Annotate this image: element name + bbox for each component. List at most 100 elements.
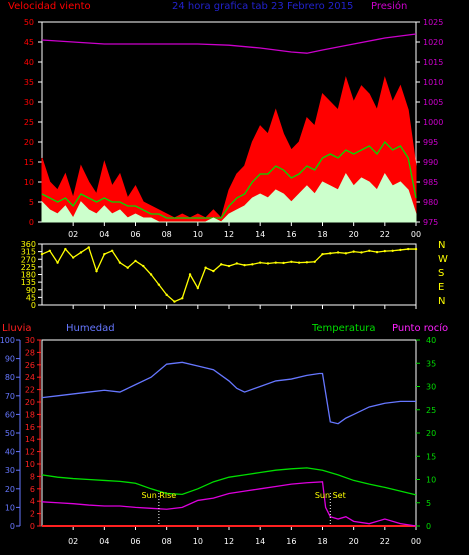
direction-point [344,252,348,255]
direction-point [165,293,168,297]
compass-label: S [438,268,444,279]
left-tick-label: 20 [24,138,34,147]
left-tick-label: 45 [24,38,34,47]
humidity-tick-label: 100 [0,336,15,345]
humidity-temp-frame [41,339,417,527]
x-tick-label: 22 [380,537,390,546]
direction-point [360,251,363,254]
rain-tick-label: 18 [25,410,35,419]
graph-title: 24 hora grafica tab 23 Febrero 2015 [172,1,353,12]
direction-point [142,264,145,268]
left-tick-label: 0 [29,218,34,227]
direction-point [64,247,67,251]
right-tick-label: 980 [423,198,438,207]
direction-point [181,297,184,300]
x-tick-label: 12 [224,230,234,239]
temp-tick-label: 15 [426,452,436,461]
left-tick-label: 40 [24,58,34,67]
humidity-tick-label: 10 [5,503,15,512]
wind-speed-label: Velocidad viento [8,1,91,12]
humidity-tick-label: 0 [10,522,15,531]
x-tick-label: 08 [162,537,172,546]
right-tick-label: 1000 [423,118,443,127]
direction-point [126,266,129,269]
direction-point [336,251,340,254]
x-tick-label: 14 [255,537,265,546]
direction-point [375,250,379,254]
humidity-tick-label: 60 [5,410,15,419]
compass-label: N [438,240,445,251]
x-tick-label: 10 [193,230,203,239]
rain-tick-label: 8 [30,472,35,481]
direction-point [227,264,231,268]
left-tick-label: 5 [29,198,34,207]
temp-tick-label: 25 [426,406,436,415]
direction-point [204,266,207,269]
x-tick-label: 00 [411,537,421,546]
pressure-series [41,33,417,54]
compass-label: W [438,254,448,265]
sunset-label: Sun Set [315,491,346,500]
direction-tick-label: 270 [21,255,36,264]
direction-point [71,256,75,259]
direction-tick-label: 135 [21,278,36,287]
humidity-series [41,361,416,425]
temperature-series [41,467,417,496]
right-tick-label: 1020 [423,38,443,47]
direction-point [258,261,262,264]
x-tick-label: 10 [193,537,203,546]
direction-point [329,252,332,255]
right-tick-label: 1025 [423,18,443,27]
direction-tick-label: 45 [26,293,36,302]
direction-point [399,248,402,252]
pressure-label: Presión [371,0,407,12]
direction-tick-label: 360 [21,240,36,249]
direction-point [188,273,192,276]
direction-point [134,259,137,263]
avg-series [41,140,417,219]
rain-tick-label: 26 [25,361,35,370]
rain-tick-label: 14 [25,435,35,444]
right-tick-label: 985 [423,178,438,187]
sunrise-label: Sun Rise [142,491,177,500]
rain-tick-label: 4 [30,497,35,506]
direction-point [56,261,59,264]
wind-direction-frame [41,243,417,306]
direction-point [87,246,90,249]
right-tick-label: 1010 [423,78,443,87]
direction-point [40,252,44,256]
direction-point [48,249,51,252]
humidity-tick-label: 50 [5,429,15,438]
rain-tick-label: 0 [30,522,35,531]
direction-point [243,263,246,267]
direction-point [212,269,215,273]
humidity-tick-label: 90 [5,355,15,364]
humidity-tick-label: 30 [5,466,15,475]
x-tick-label: 18 [317,230,327,239]
direction-point [235,262,238,265]
compass-label: E [438,282,444,293]
direction-point [290,260,293,263]
rain-tick-label: 28 [25,348,35,357]
right-tick-label: 995 [423,138,438,147]
humidity-tick-label: 20 [5,485,15,494]
x-tick-label: 22 [380,230,390,239]
direction-point [383,249,387,253]
rain-tick-label: 12 [25,448,35,457]
rain-tick-label: 30 [25,336,35,345]
rain-tick-label: 24 [25,373,35,382]
temp-tick-label: 20 [426,429,436,438]
x-tick-label: 18 [317,537,327,546]
direction-tick-label: 315 [21,248,36,257]
legend-temperatura: Temperatura [311,323,376,334]
legend-punto-rocio: Punto rocío [392,322,448,334]
rain-tick-label: 22 [25,386,35,395]
x-tick-label: 00 [411,230,421,239]
direction-point [196,286,200,290]
direction-point [173,300,176,303]
compass-label: N [438,296,445,307]
temp-tick-label: 40 [426,336,436,345]
humidity-tick-label: 70 [5,392,15,401]
left-tick-label: 35 [24,78,34,87]
